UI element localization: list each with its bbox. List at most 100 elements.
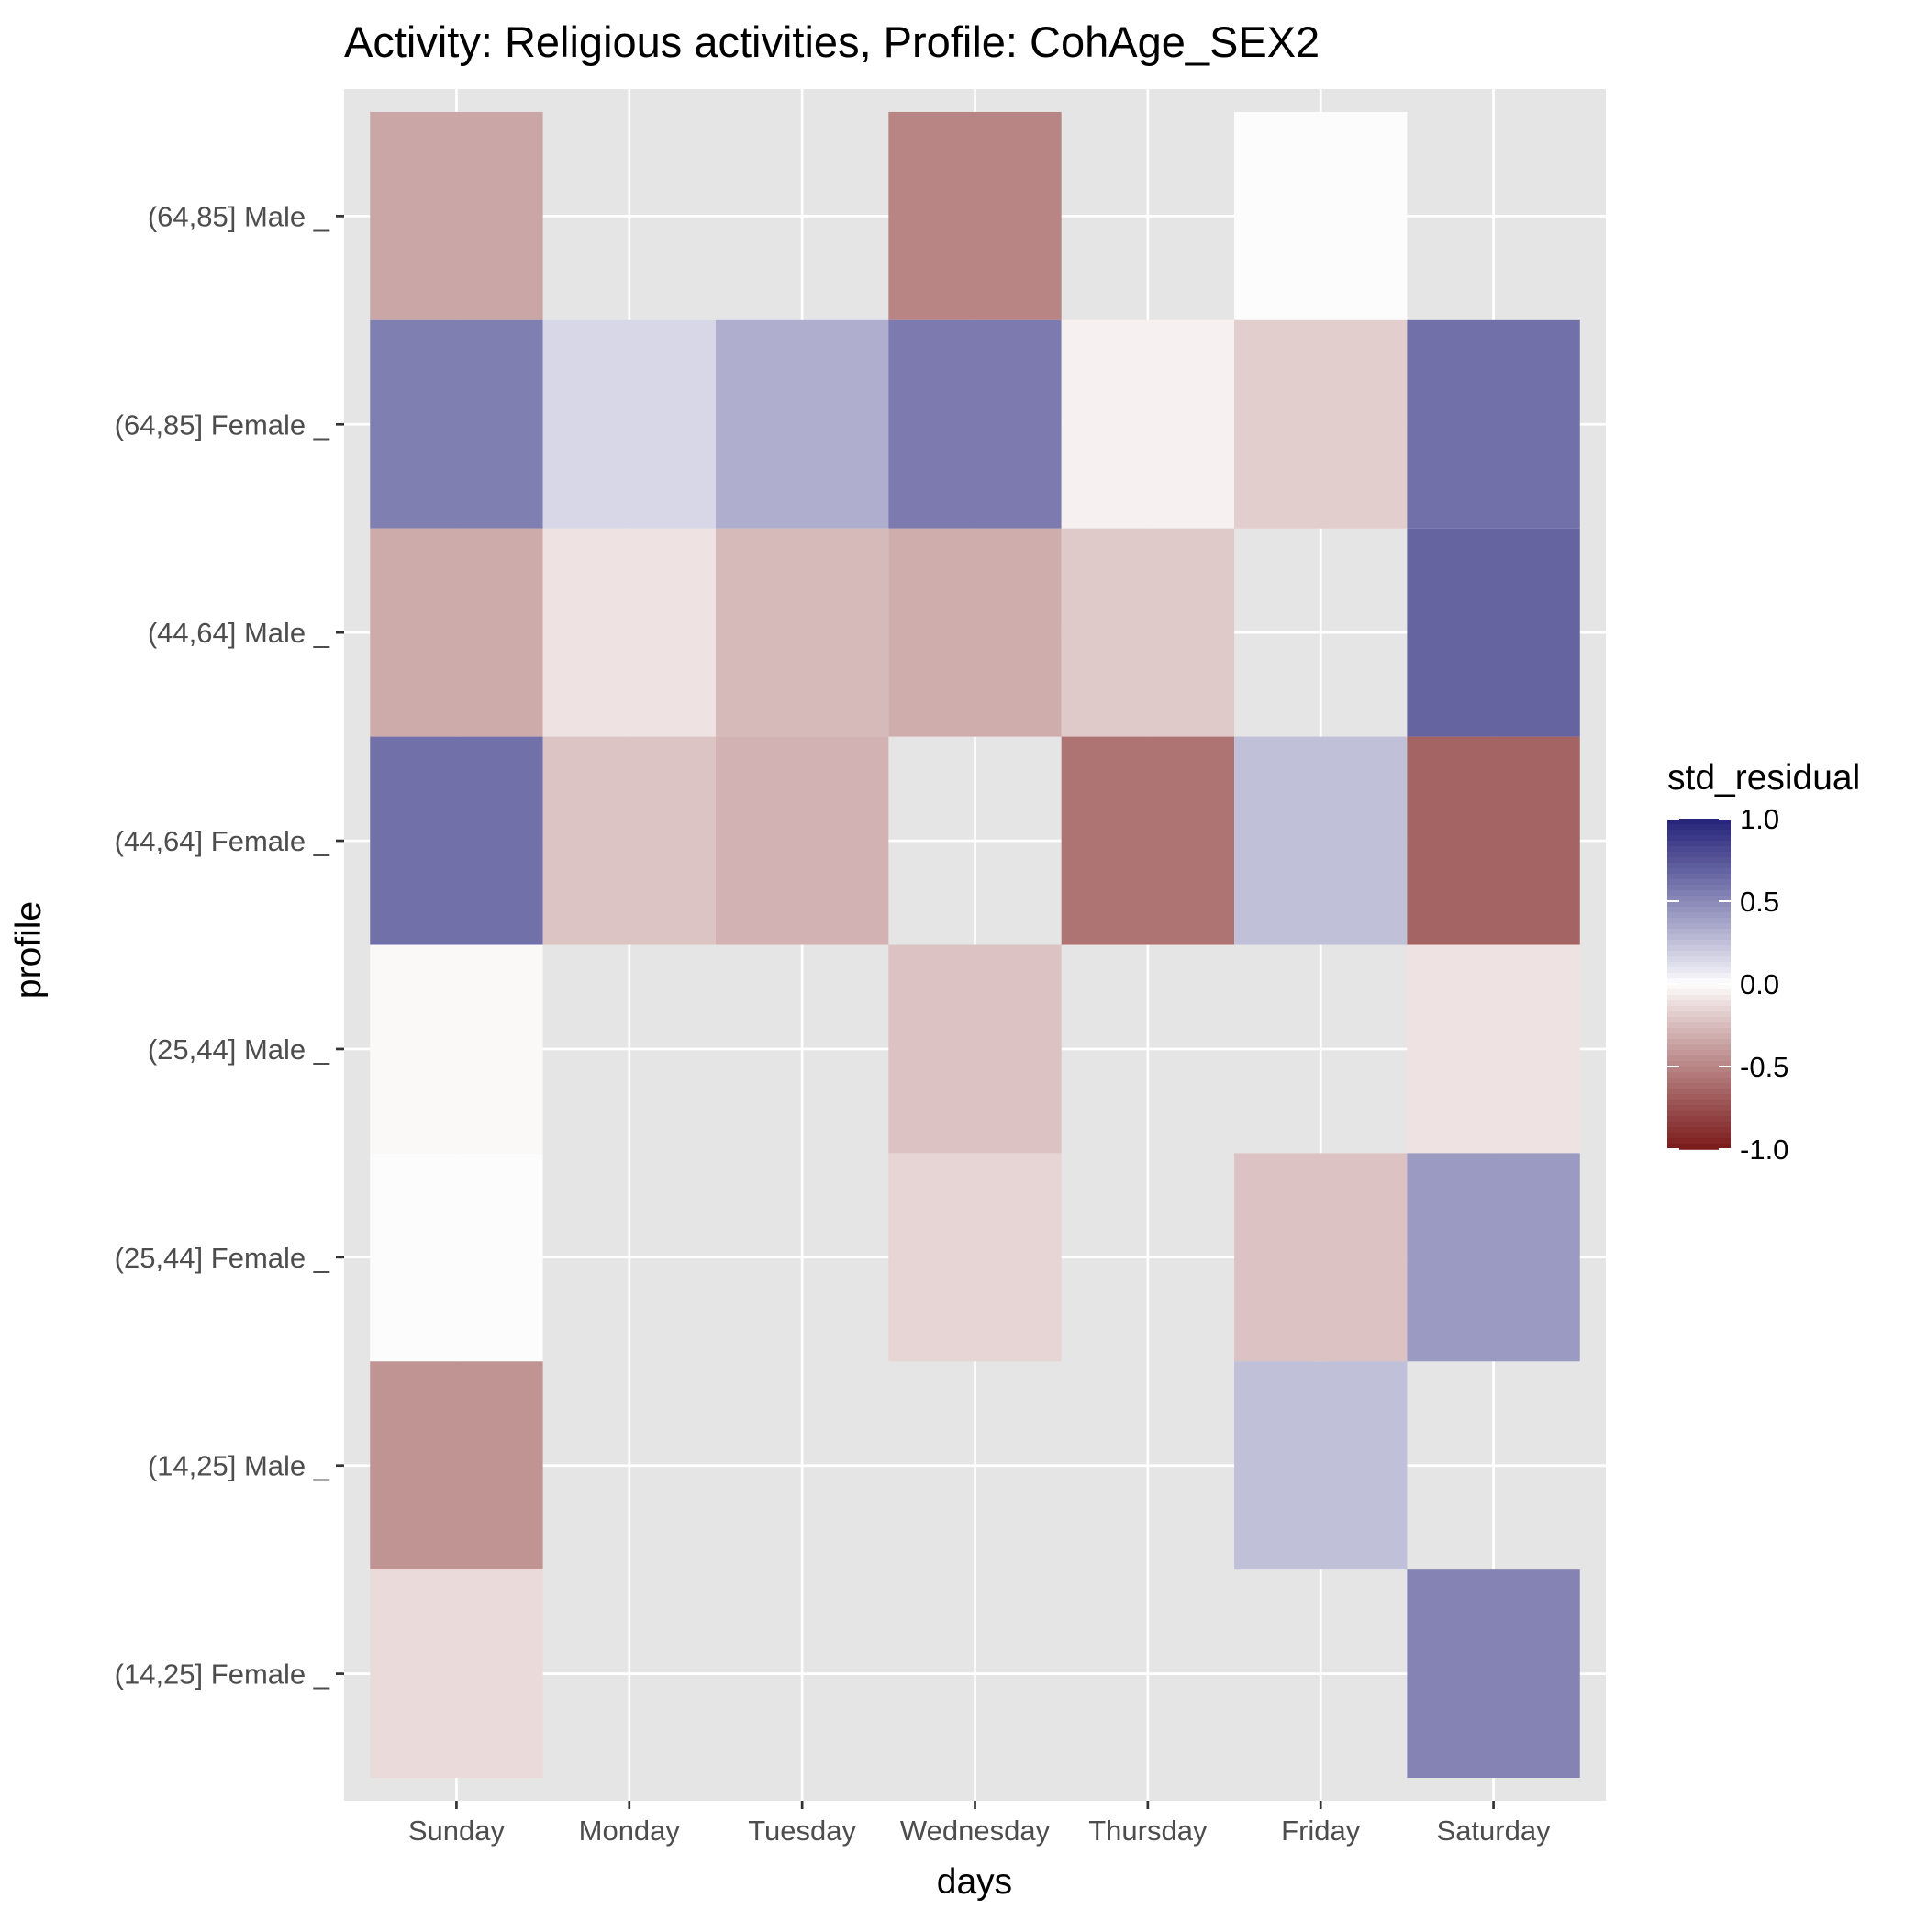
y-axis-title: profile — [9, 901, 49, 999]
legend-tick-label: -1.0 — [1740, 1134, 1788, 1166]
legend-gradient-segment — [1667, 901, 1731, 908]
heatmap-cell — [1234, 111, 1408, 320]
legend-gradient-segment — [1667, 1039, 1731, 1045]
legend-gradient-segment — [1667, 1006, 1731, 1012]
heatmap-cell — [370, 1153, 543, 1362]
legend-gradient-segment — [1667, 852, 1731, 858]
heatmap-cell — [1234, 736, 1408, 945]
heatmap-cell — [1061, 319, 1235, 529]
legend-gradient-segment — [1667, 819, 1731, 825]
heatmap-cells — [370, 111, 1580, 1779]
legend-gradient-segment — [1667, 918, 1731, 924]
heatmap-cell — [1407, 528, 1580, 737]
heatmap-cell — [1061, 736, 1235, 945]
legend-gradient-segment — [1667, 1105, 1731, 1111]
legend-gradient-segment — [1667, 885, 1731, 891]
legend-gradient-segment — [1667, 868, 1731, 875]
legend-gradient-segment — [1667, 973, 1731, 979]
legend-gradient-segment — [1667, 830, 1731, 836]
legend-gradient-segment — [1667, 912, 1731, 919]
legend-gradient-segment — [1667, 1122, 1731, 1128]
legend-gradient-segment — [1667, 929, 1731, 935]
heatmap-cell — [370, 736, 543, 945]
legend-gradient-segment — [1667, 984, 1731, 990]
legend-title: std_residual — [1667, 758, 1860, 798]
legend-gradient-segment — [1667, 1072, 1731, 1078]
heatmap-cell — [370, 528, 543, 737]
heatmap-cell — [1407, 736, 1580, 945]
legend-gradient-segment — [1667, 1133, 1731, 1139]
heatmap-cell — [888, 1153, 1062, 1362]
legend-gradient-segment — [1667, 841, 1731, 847]
legend-gradient-segment — [1667, 890, 1731, 897]
heatmap-cell — [542, 319, 716, 529]
legend-gradient-segment — [1667, 824, 1731, 831]
y-tick-label: (14,25] Male _ — [148, 1450, 330, 1482]
heatmap-cell — [370, 111, 543, 320]
y-tick-label: (64,85] Male _ — [148, 200, 330, 232]
y-tick-label: (44,64] Female _ — [115, 825, 330, 857]
legend-tick-label: 1.0 — [1740, 803, 1779, 835]
heatmap-cell — [370, 319, 543, 529]
legend-gradient-segment — [1667, 1111, 1731, 1117]
legend-gradient-segment — [1667, 1044, 1731, 1051]
legend-gradient-segment — [1667, 1144, 1731, 1150]
chart-title: Activity: Religious activities, Profile:… — [344, 17, 1320, 66]
legend-gradient-segment — [1667, 967, 1731, 974]
legend-gradient-segment — [1667, 879, 1731, 886]
heatmap-cell — [888, 528, 1062, 737]
x-tick-label: Saturday — [1437, 1815, 1552, 1847]
x-axis: Sunday Monday Tuesday Wednesday Thursday Frid… — [408, 1801, 1551, 1847]
heatmap-cell — [888, 111, 1062, 320]
legend-gradient-segment — [1667, 995, 1731, 1001]
legend-tick-label: 0.5 — [1740, 886, 1779, 918]
x-tick-label: Sunday — [408, 1815, 506, 1847]
legend-gradient-segment — [1667, 951, 1731, 957]
heatmap-cell — [1407, 319, 1580, 529]
legend-gradient-segment — [1667, 1138, 1731, 1145]
y-tick-label: (44,64] Male _ — [148, 617, 330, 649]
heatmap-cell — [1407, 1569, 1580, 1779]
legend-gradient-segment — [1667, 934, 1731, 941]
legend-gradient-segment — [1667, 1067, 1731, 1073]
legend-gradient-segment — [1667, 1100, 1731, 1106]
legend-gradient-segment — [1667, 1089, 1731, 1095]
legend-gradient-segment — [1667, 1094, 1731, 1100]
y-axis: (64,85] Male _ (64,85] Female _ (44,64] Ma… — [115, 200, 344, 1691]
legend-gradient-segment — [1667, 1083, 1731, 1089]
heatmap-cell — [542, 736, 716, 945]
heatmap-cell — [370, 1569, 543, 1779]
heatmap-cell — [715, 319, 889, 529]
heatmap-cell — [370, 1361, 543, 1570]
legend-gradient-segment — [1667, 1028, 1731, 1034]
legend-gradient-segment — [1667, 1061, 1731, 1067]
color-legend: std_residual 1.0 0.5 0.0 -0.5 -1.0 — [1667, 758, 1860, 1166]
x-axis-title: days — [937, 1862, 1012, 1902]
legend-tick-label: -0.5 — [1740, 1051, 1788, 1083]
y-tick-label: (64,85] Female _ — [115, 408, 330, 441]
heatmap-cell — [715, 736, 889, 945]
heatmap-cell — [370, 944, 543, 1154]
heatmap-cell — [1234, 319, 1408, 529]
legend-gradient-segment — [1667, 863, 1731, 869]
heatmap-cell — [715, 528, 889, 737]
legend-gradient-segment — [1667, 1011, 1731, 1018]
heatmap-cell — [888, 944, 1062, 1154]
y-tick-label: (25,44] Male _ — [148, 1033, 330, 1066]
x-tick-label: Wednesday — [900, 1815, 1051, 1847]
heatmap-cell — [1061, 528, 1235, 737]
x-tick-label: Friday — [1281, 1815, 1361, 1847]
legend-gradient-segment — [1667, 846, 1731, 853]
heatmap-cell — [1407, 1153, 1580, 1362]
legend-gradient-segment — [1667, 962, 1731, 968]
legend-tick-label: 0.0 — [1740, 968, 1779, 1000]
legend-gradient-segment — [1667, 1022, 1731, 1029]
heatmap-cell — [542, 528, 716, 737]
heatmap-cell — [888, 319, 1062, 529]
legend-gradient-segment — [1667, 835, 1731, 842]
legend-gradient-segment — [1667, 1000, 1731, 1007]
legend-gradient-segment — [1667, 907, 1731, 913]
legend-gradient-segment — [1667, 978, 1731, 985]
legend-gradient-segment — [1667, 1017, 1731, 1023]
heatmap-cell — [1234, 1153, 1408, 1362]
